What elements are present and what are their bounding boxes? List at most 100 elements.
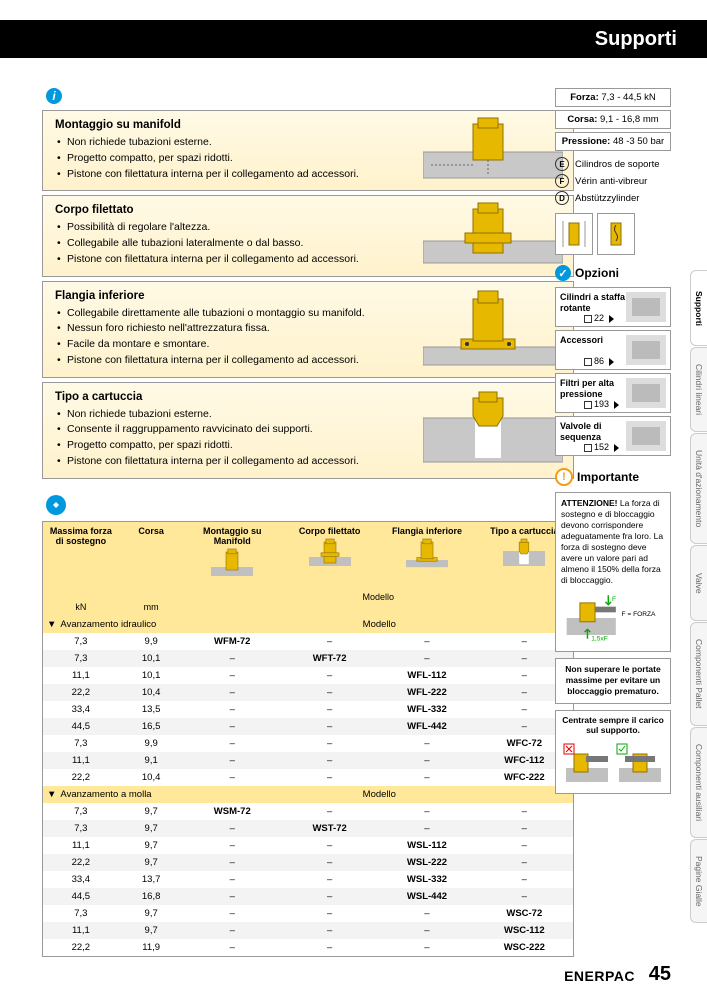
table-cell: 9,7	[119, 922, 184, 939]
table-cell: –	[378, 735, 475, 752]
table-row: 33,413,5––WFL-332–	[43, 701, 573, 718]
feature-item: Pistone con filettatura interna per il c…	[57, 353, 415, 369]
side-tab[interactable]: Componenti Pallet	[690, 622, 707, 725]
feature-diagram	[423, 204, 563, 267]
table-row: 44,516,5––WFL-442–	[43, 718, 573, 735]
side-tab[interactable]: Componenti ausiliari	[690, 727, 707, 838]
feature-title: Corpo filettato	[55, 204, 415, 216]
side-tab[interactable]: Pagine Gialle	[690, 839, 707, 924]
table-cell: –	[184, 701, 281, 718]
thumbnail-row	[555, 213, 671, 255]
table-cell: 7,3	[43, 650, 119, 667]
table-cell: –	[378, 939, 475, 956]
table-cell: –	[378, 633, 475, 650]
table-cell: –	[281, 888, 378, 905]
feature-title: Flangia inferiore	[55, 290, 415, 302]
table-cell: –	[281, 803, 378, 820]
info-icon: i	[46, 88, 62, 104]
table-cell: 9,7	[119, 837, 184, 854]
table-cell: 33,4	[43, 701, 119, 718]
feature-box-3: Tipo a cartucciaNon richiede tubazioni e…	[42, 382, 574, 479]
table-cell: –	[378, 769, 475, 786]
feature-diagram	[423, 290, 563, 369]
feature-diagram	[423, 391, 563, 470]
table-cell: 16,8	[119, 888, 184, 905]
table-cell: 7,3	[43, 820, 119, 837]
table-cell: –	[184, 667, 281, 684]
table-cell: –	[476, 803, 573, 820]
table-cell: 7,3	[43, 735, 119, 752]
th-threaded: Corpo filettato	[281, 522, 378, 588]
table-section: ▼Avanzamento a molla	[43, 786, 184, 803]
option-image	[626, 292, 666, 322]
table-cell: WSL-332	[378, 871, 475, 888]
table-cell: 22,2	[43, 769, 119, 786]
feature-box-1: Corpo filettatoPossibilità di regolare l…	[42, 195, 574, 276]
table-cell: 9,1	[119, 752, 184, 769]
option-text: Accessori	[560, 335, 626, 346]
table-cell: 44,5	[43, 888, 119, 905]
option-box[interactable]: Cilindri a staffa rotante22	[555, 287, 671, 327]
option-image	[626, 335, 666, 365]
option-text: Filtri per alta pressione	[560, 378, 626, 400]
table-cell: 10,4	[119, 769, 184, 786]
lang-row: FVérin anti-vibreur	[555, 174, 671, 188]
table-cell: 11,9	[119, 939, 184, 956]
lang-text: Abstützzylinder	[575, 193, 639, 204]
table-cell: 22,2	[43, 939, 119, 956]
spec-row: Pressione: 48 -3 50 bar	[555, 132, 671, 151]
lang-row: ECilindros de soporte	[555, 157, 671, 171]
feature-diagram	[423, 119, 563, 182]
table-section: ▼Avanzamento idraulico	[43, 616, 184, 633]
spec-row: Forza: 7,3 - 44,5 kN	[555, 88, 671, 107]
table-row: 11,19,7–––WSC-112	[43, 922, 573, 939]
pressure-icon	[46, 495, 66, 515]
table-section-label: Modello	[184, 616, 573, 633]
feature-item: Nessun foro richiesto nell'attrezzatura …	[57, 321, 415, 337]
side-tab[interactable]: Valve	[690, 545, 707, 621]
side-tab[interactable]: Supporti	[690, 270, 707, 346]
warning-icon: !	[555, 468, 573, 486]
option-box[interactable]: Filtri per alta pressione193	[555, 373, 671, 413]
table-cell: –	[476, 837, 573, 854]
table-cell: –	[184, 718, 281, 735]
table-cell: 22,2	[43, 684, 119, 701]
table-cell: –	[184, 939, 281, 956]
table-cell: –	[281, 769, 378, 786]
table-cell: –	[281, 735, 378, 752]
th-unit-kn: kN	[43, 588, 119, 616]
option-image	[626, 378, 666, 408]
table-cell: –	[184, 888, 281, 905]
side-tab[interactable]: Cilindri lineari	[690, 347, 707, 432]
table-cell: –	[281, 939, 378, 956]
table-cell: –	[281, 922, 378, 939]
table-row: 22,210,4––WFL-222–	[43, 684, 573, 701]
feature-item: Pistone con filettatura interna per il c…	[57, 454, 415, 470]
table-cell: –	[378, 905, 475, 922]
table-cell: WFM-72	[184, 633, 281, 650]
table-cell: 9,7	[119, 854, 184, 871]
svg-text:F = FORZA: F = FORZA	[622, 611, 657, 618]
importante-title: ! Importante	[555, 468, 671, 486]
option-box[interactable]: Accessori 86	[555, 330, 671, 370]
table-row: 7,39,9WFM-72–––	[43, 633, 573, 650]
table-row: 22,29,7––WSL-222–	[43, 854, 573, 871]
side-tab[interactable]: Unità d'azionamento	[690, 433, 707, 544]
option-box[interactable]: Valvole di sequenza152	[555, 416, 671, 456]
option-ref: 86	[584, 356, 614, 366]
th-stroke: Corsa	[119, 522, 184, 588]
lang-code: F	[555, 174, 569, 188]
th-manifold: Montaggio su Manifold	[184, 522, 281, 588]
table-cell: 11,1	[43, 752, 119, 769]
table-cell: –	[476, 888, 573, 905]
table-cell: WSC-112	[476, 922, 573, 939]
table-row: 33,413,7––WSL-332–	[43, 871, 573, 888]
opzioni-icon: ✓	[555, 265, 571, 281]
svg-text:F: F	[612, 596, 616, 603]
table-row: 7,310,1–WFT-72––	[43, 650, 573, 667]
table-cell: –	[378, 752, 475, 769]
feature-item: Progetto compatto, per spazi ridotti.	[57, 438, 415, 454]
table-row: 11,19,1–––WFC-112	[43, 752, 573, 769]
table-cell: 10,1	[119, 650, 184, 667]
table-cell: WSC-72	[476, 905, 573, 922]
